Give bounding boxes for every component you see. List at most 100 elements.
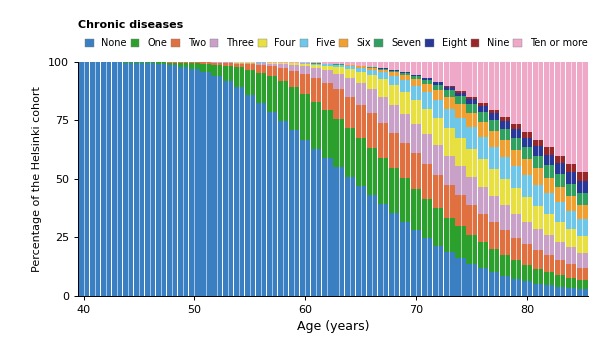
Bar [190,69,200,296]
Bar [566,172,577,184]
Bar [89,62,100,296]
Bar [334,89,344,119]
Bar [245,63,255,64]
Bar [544,272,554,285]
Bar [223,63,233,66]
Bar [466,264,476,296]
Bar [466,235,476,264]
Bar [400,114,410,143]
Bar [488,272,499,296]
Bar [466,113,476,127]
Bar [522,138,532,147]
Bar [522,132,532,138]
Bar [378,69,388,70]
Bar [533,250,543,269]
Bar [577,219,587,236]
Bar [378,97,388,123]
Bar [367,113,377,148]
Bar [544,236,554,255]
Bar [522,244,532,265]
Bar [511,166,521,188]
Bar [544,193,554,214]
Bar [466,127,476,149]
Bar [522,265,532,281]
Bar [400,179,410,222]
Bar [500,255,510,276]
Bar [522,197,532,222]
Bar [445,155,455,185]
Bar [356,72,366,83]
Bar [400,75,410,80]
Bar [378,70,388,73]
Bar [533,168,543,185]
Bar [511,188,521,214]
Bar [500,230,510,255]
Bar [367,195,377,296]
Bar [555,187,565,202]
Bar [433,85,443,90]
Bar [478,159,488,186]
Bar [455,118,466,138]
Bar [178,62,188,63]
Bar [533,156,543,168]
Bar [544,178,554,193]
Bar [300,62,310,63]
Bar [289,63,299,65]
Bar [511,138,521,150]
Bar [334,74,344,89]
Bar [378,73,388,79]
Bar [555,287,565,296]
Bar [389,213,399,296]
Bar [356,66,366,68]
Bar [455,195,466,226]
Bar [378,62,388,68]
Bar [311,62,322,63]
Bar [123,62,133,63]
Bar [433,83,443,85]
Bar [445,62,455,86]
Bar [367,89,377,113]
Bar [356,83,366,105]
Bar [411,76,421,79]
Bar [455,226,466,258]
Bar [488,196,499,223]
Bar [256,63,266,65]
Bar [289,87,299,130]
Bar [344,176,355,296]
Bar [544,165,554,178]
Bar [522,175,532,197]
Bar [522,159,532,175]
Bar [411,75,421,76]
Bar [466,205,476,235]
Bar [322,158,332,296]
Bar [367,67,377,68]
Bar [445,218,455,252]
Bar [533,229,543,250]
Bar [478,103,488,106]
Bar [311,65,322,68]
Bar [555,155,565,163]
Bar [400,72,410,73]
Bar [577,193,587,205]
Bar [445,185,455,218]
Bar [367,68,377,70]
Bar [433,62,443,82]
Bar [322,66,332,71]
Bar [156,64,166,296]
Bar [344,65,355,66]
Bar [445,90,455,97]
Bar [555,276,565,287]
Bar [278,64,288,68]
Bar [488,223,499,249]
Bar [267,62,277,63]
Bar [445,109,455,128]
Bar [278,62,288,63]
Bar [445,87,455,90]
Bar [544,148,554,155]
Bar [555,174,565,187]
Bar [533,62,543,140]
Bar [400,92,410,114]
Bar [311,78,322,102]
Bar [334,65,344,67]
Bar [256,73,266,103]
